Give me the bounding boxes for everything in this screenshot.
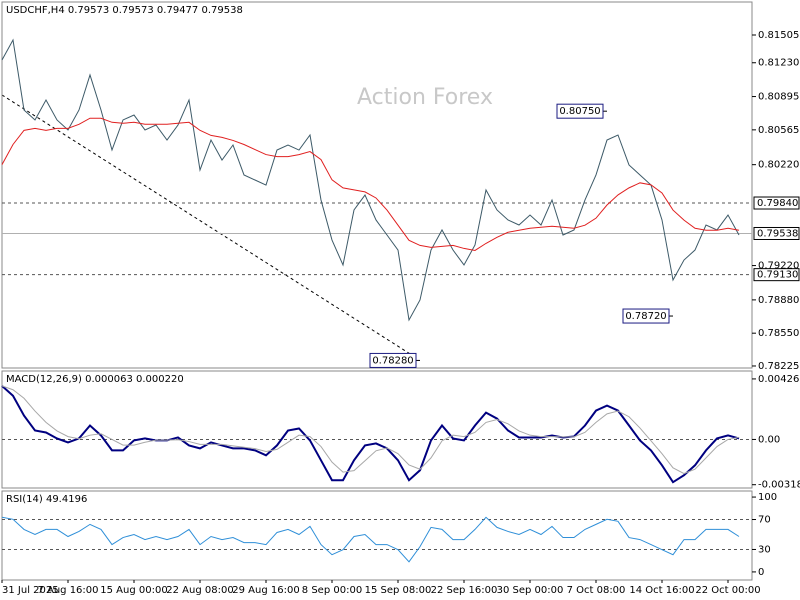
y-tick-label: 0.80895 [758,92,799,103]
y-tick-label: 30 [758,544,771,555]
y-tick-label: 0.79220 [758,261,799,272]
annotation-box [369,352,417,368]
y-tick-label: 0.004262 [758,374,800,385]
y-tick-label: 0.78550 [758,328,799,339]
annotation-label: 0.80750 [559,106,600,117]
pane-title: RSI(14) 49.4196 [6,494,87,505]
pane-frame [1,370,753,489]
level-label: 0.79538 [757,228,798,239]
y-tick-label: 0.81230 [758,58,799,69]
x-tick-label: 15 Aug 00:00 [100,585,167,596]
series-line [1,38,740,322]
x-tick-label: 7 Aug 16:00 [37,585,98,596]
x-tick-label: 30 Sep 00:00 [497,585,564,596]
y-tick-label: 0.00 [758,434,780,445]
level-label-box [753,196,800,210]
y-tick-label: 0.78225 [758,361,799,372]
level-label-box [753,226,800,240]
level-label: 0.79130 [757,270,798,281]
level-label: 0.79840 [757,198,798,209]
pane-frame [1,1,753,369]
x-tick-label: 22 Sep 16:00 [431,585,498,596]
series-line [1,516,740,563]
level-label-box [753,268,800,282]
y-tick-label: 100 [758,492,777,503]
x-tick-label: 29 Aug 16:00 [232,585,299,596]
series-line [1,385,740,484]
annotation-box [556,103,604,119]
pane-title: MACD(12,26,9) 0.000063 0.000220 [6,374,184,385]
y-tick-label: 0.80565 [758,125,799,136]
pane-frame [1,490,753,581]
y-tick-label: 0.80220 [758,160,799,171]
x-tick-label: 8 Sep 00:00 [302,585,362,596]
watermark: Action Forex [357,85,493,110]
x-tick-label: 31 Jul 2025 [2,585,59,596]
annotation-label: 0.78720 [625,311,666,322]
x-tick-label: 15 Sep 08:00 [365,585,432,596]
annotation-label: 0.78280 [372,355,413,366]
annotation-box [622,308,670,324]
y-tick-label: 0.81505 [758,30,799,41]
y-tick-label: 70 [758,515,771,526]
x-tick-label: 14 Oct 16:00 [629,585,694,596]
x-tick-label: 22 Oct 00:00 [695,585,760,596]
y-tick-label: 0.78880 [758,295,799,306]
series-line [1,385,740,475]
series-line [1,117,740,251]
y-tick-label: 0 [758,567,764,578]
x-tick-label: 22 Aug 08:00 [166,585,233,596]
y-tick-label: -0.003188 [758,480,800,491]
pane-title: USDCHF,H4 0.79573 0.79573 0.79477 0.7953… [6,5,243,16]
x-tick-label: 7 Oct 08:00 [567,585,626,596]
